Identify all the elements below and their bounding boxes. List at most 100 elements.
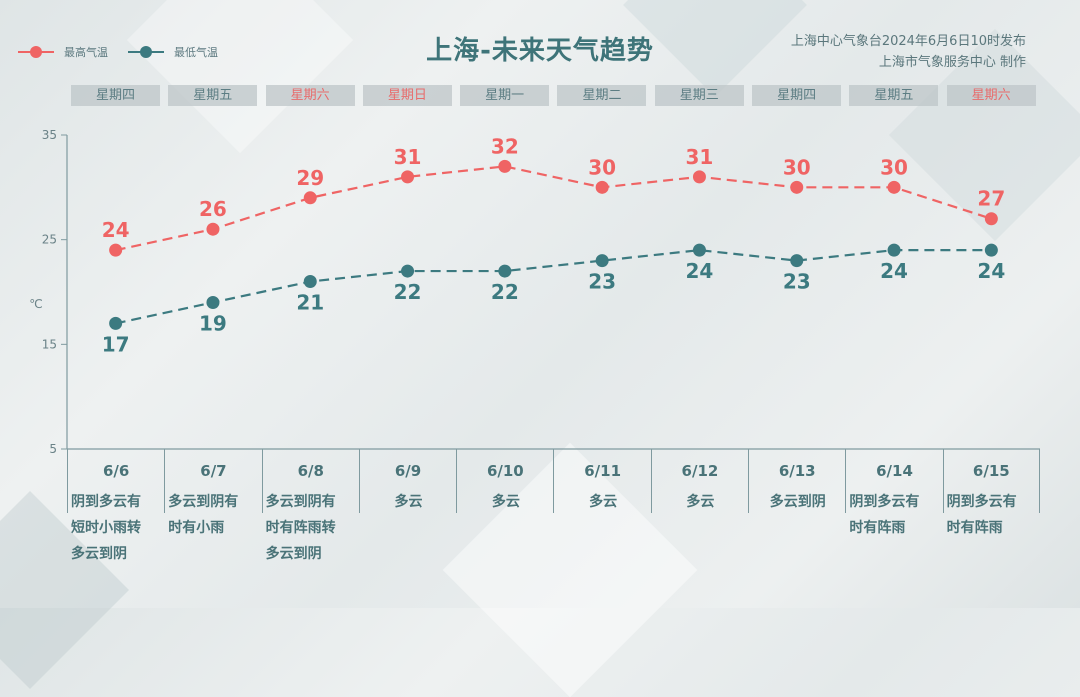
low-temp-point — [109, 316, 123, 330]
legend-label-high: 最高气温 — [64, 46, 108, 59]
high-temp-swatch-icon — [18, 46, 54, 58]
y-tick-label: 35 — [42, 128, 57, 142]
publisher-line-2: 上海市气象服务中心 制作 — [878, 55, 1026, 70]
high-temp-point — [206, 222, 220, 236]
weekday-row: 星期四 星期五 星期六 星期日 星期一 星期二 星期三 星期四 星期五 星期六 — [71, 85, 1044, 106]
low-temp-point — [303, 275, 317, 289]
weather-description: 多云到阴 — [769, 494, 826, 510]
low-temp-point — [498, 264, 512, 278]
legend-item-low: 最低气温 — [128, 44, 218, 60]
low-temp-value: 22 — [491, 280, 519, 304]
high-temp-value: 31 — [394, 145, 422, 169]
low-temp-point — [401, 264, 415, 278]
date-label: 6/14 — [876, 462, 913, 480]
low-temp-value: 23 — [783, 270, 811, 294]
weather-description: 多云到阴有 时有阵雨转 多云到阴 — [265, 494, 336, 562]
day-column: 6/6 阴到多云有 短时小雨转 多云到阴 — [67, 449, 164, 562]
high-temp-value: 32 — [491, 134, 519, 158]
day-column: 6/7 多云到阴有 时有小雨 — [164, 449, 261, 536]
weekday-label: 星期五 — [849, 85, 939, 106]
legend-label-low: 最低气温 — [174, 46, 218, 59]
high-temp-point — [109, 243, 123, 257]
low-temp-value: 24 — [686, 259, 714, 283]
day-column: 6/12 多云 — [650, 449, 748, 513]
date-weather-table: 6/6 阴到多云有 短时小雨转 多云到阴 6/7 多云到阴有 时有小雨 6/8 多云到阴有… — [67, 449, 1040, 562]
low-temp-point — [984, 243, 998, 257]
weather-description: 多云 — [491, 494, 520, 510]
day-column: 6/8 多云到阴有 时有阵雨转 多云到阴 — [261, 449, 359, 562]
publisher-info: 上海中心气象台2024年6月6日10时发布 上海市气象服务中心 制作 — [791, 31, 1026, 73]
low-temp-point — [595, 254, 609, 268]
high-temp-point — [887, 180, 901, 194]
day-column: 6/15 阴到多云有 时有阵雨 — [942, 449, 1040, 536]
high-temp-point — [595, 180, 609, 194]
y-tick-label: 15 — [42, 337, 57, 351]
weather-description: 阴到多云有 时有阵雨 — [849, 494, 920, 536]
date-label: 6/12 — [681, 462, 719, 480]
low-temp-value: 17 — [102, 332, 130, 356]
day-column: 6/13 多云到阴 — [748, 449, 845, 513]
date-label: 6/9 — [394, 462, 422, 480]
high-temp-point — [692, 170, 706, 184]
temperature-chart: 5 15 25 35 ℃ 24 26 29 31 32 30 31 30 30 27 17 19 21 22 22 23… — [29, 128, 1040, 456]
low-temp-value: 24 — [880, 259, 908, 283]
low-temp-value: 21 — [296, 291, 324, 315]
high-temp-value: 31 — [686, 145, 714, 169]
weekday-label: 星期五 — [168, 85, 258, 106]
chart-title: 上海-未来天气趋势 — [426, 36, 654, 66]
day-column: 6/10 多云 — [456, 449, 553, 513]
high-temp-line — [115, 165, 992, 252]
weather-description: 多云 — [394, 494, 423, 510]
date-label: 6/15 — [972, 462, 1010, 480]
date-label: 6/7 — [200, 462, 227, 480]
high-temp-value: 27 — [977, 187, 1005, 211]
high-temp-value: 24 — [102, 218, 130, 242]
weather-description: 多云 — [686, 494, 715, 510]
high-temp-value: 30 — [880, 155, 908, 179]
weekday-label: 星期日 — [362, 85, 452, 106]
high-temp-point — [303, 191, 317, 205]
high-temp-value: 30 — [588, 155, 616, 179]
date-label: 6/11 — [584, 462, 622, 480]
weekday-label: 星期一 — [460, 85, 550, 106]
day-column: 6/11 多云 — [553, 449, 650, 513]
high-temp-value: 26 — [199, 197, 227, 221]
weekday-label: 星期四 — [71, 85, 160, 106]
low-temp-point — [887, 243, 901, 257]
low-temp-value: 24 — [977, 259, 1005, 283]
weekday-label: 星期三 — [654, 85, 744, 106]
low-temp-swatch-icon — [128, 46, 164, 58]
date-label: 6/13 — [778, 462, 816, 480]
date-label: 6/6 — [102, 462, 130, 480]
high-temp-point — [401, 170, 415, 184]
weather-description: 多云 — [589, 494, 618, 510]
y-tick-label: 5 — [49, 442, 57, 456]
weather-description: 多云到阴有 时有小雨 — [168, 494, 239, 536]
low-temp-value: 22 — [394, 280, 422, 304]
date-label: 6/10 — [486, 462, 524, 480]
weather-description: 阴到多云有 时有阵雨 — [946, 494, 1017, 536]
low-temp-point — [206, 295, 220, 309]
low-temp-line — [115, 249, 992, 325]
high-temp-value: 29 — [296, 166, 324, 190]
day-column: 6/9 多云 — [358, 449, 456, 513]
legend-item-high: 最高气温 — [18, 44, 108, 60]
publisher-line-1: 上海中心气象台2024年6月6日10时发布 — [790, 34, 1026, 49]
high-temp-point — [790, 180, 804, 194]
high-temp-value: 30 — [783, 155, 811, 179]
weekday-label: 星期六 — [265, 85, 355, 106]
day-column: 6/14 阴到多云有 时有阵雨 — [845, 449, 942, 536]
date-label: 6/8 — [297, 462, 324, 480]
low-temp-value: 23 — [588, 270, 616, 294]
high-temp-point — [498, 159, 512, 173]
weather-description: 阴到多云有 短时小雨转 多云到阴 — [71, 494, 141, 562]
y-axis-unit: ℃ — [29, 297, 42, 311]
chart-legend: 最高气温 最低气温 — [18, 44, 238, 60]
high-temp-point — [984, 212, 998, 226]
y-tick-label: 25 — [42, 233, 57, 247]
weekday-label: 星期四 — [752, 85, 842, 106]
low-temp-value: 19 — [199, 311, 227, 335]
low-temp-point — [790, 254, 804, 268]
weekday-label: 星期六 — [946, 85, 1036, 106]
weekday-label: 星期二 — [557, 85, 647, 106]
